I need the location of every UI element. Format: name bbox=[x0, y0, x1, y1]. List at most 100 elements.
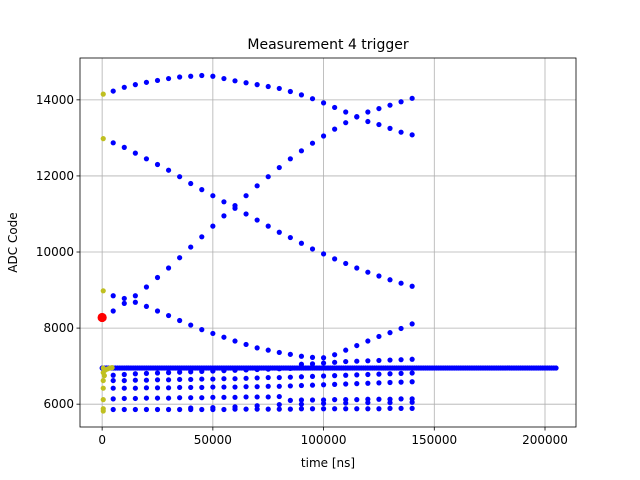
data-point bbox=[221, 213, 227, 219]
data-point bbox=[398, 370, 404, 376]
data-point bbox=[132, 371, 138, 377]
y-axis-label: ADC Code bbox=[6, 212, 20, 272]
data-point bbox=[221, 199, 227, 205]
data-point bbox=[154, 308, 161, 314]
data-point bbox=[232, 404, 238, 410]
data-point bbox=[320, 400, 327, 407]
data-point bbox=[398, 396, 404, 402]
data-point bbox=[177, 369, 183, 375]
data-point bbox=[332, 406, 338, 412]
data-point bbox=[365, 358, 371, 364]
data-point bbox=[298, 406, 305, 412]
data-point bbox=[165, 167, 172, 173]
x-tick-label: 200000 bbox=[522, 433, 568, 447]
data-point bbox=[298, 92, 305, 98]
data-point bbox=[332, 397, 338, 403]
data-point bbox=[210, 376, 216, 382]
data-point bbox=[276, 349, 282, 356]
data-point bbox=[409, 379, 415, 385]
data-point bbox=[177, 255, 183, 261]
data-point bbox=[320, 133, 327, 139]
data-point bbox=[210, 404, 216, 411]
data-point bbox=[276, 164, 282, 171]
data-point bbox=[243, 367, 249, 373]
data-point bbox=[320, 360, 327, 366]
x-tick-label: 50000 bbox=[194, 433, 232, 447]
data-point bbox=[165, 406, 172, 413]
data-point bbox=[265, 347, 271, 353]
data-point bbox=[376, 273, 382, 279]
data-point bbox=[387, 405, 393, 411]
data-point bbox=[143, 303, 150, 310]
data-point bbox=[143, 395, 150, 401]
data-point bbox=[132, 377, 138, 383]
data-point bbox=[287, 351, 293, 357]
data-point bbox=[287, 383, 293, 389]
marker-point bbox=[100, 136, 106, 142]
data-point bbox=[409, 95, 415, 101]
data-point bbox=[365, 406, 371, 412]
data-point bbox=[132, 395, 138, 402]
data-point bbox=[221, 384, 227, 390]
y-tick-label: 6000 bbox=[43, 397, 74, 411]
data-point bbox=[398, 99, 404, 105]
data-point bbox=[243, 80, 249, 86]
data-point bbox=[199, 72, 205, 79]
data-point bbox=[398, 129, 404, 135]
data-point bbox=[276, 366, 282, 372]
data-point bbox=[553, 365, 559, 371]
data-point bbox=[143, 284, 150, 290]
data-point bbox=[365, 371, 371, 378]
data-point bbox=[110, 385, 116, 391]
data-point bbox=[298, 374, 305, 380]
y-tick-label: 12000 bbox=[36, 169, 74, 183]
data-point bbox=[343, 358, 349, 365]
data-point bbox=[154, 395, 161, 401]
data-point bbox=[343, 406, 349, 412]
data-point bbox=[232, 367, 238, 373]
data-point bbox=[287, 406, 293, 412]
data-point bbox=[276, 229, 282, 235]
data-point bbox=[199, 368, 205, 375]
data-point bbox=[309, 354, 316, 360]
data-point bbox=[154, 77, 161, 84]
data-point bbox=[154, 370, 161, 376]
data-point bbox=[254, 375, 260, 381]
data-point bbox=[409, 132, 415, 138]
data-point bbox=[254, 345, 260, 351]
data-point bbox=[254, 217, 260, 223]
data-point bbox=[365, 109, 371, 115]
data-point bbox=[387, 277, 393, 283]
data-point bbox=[298, 401, 305, 407]
data-point bbox=[309, 406, 316, 412]
y-tick-label: 10000 bbox=[36, 245, 74, 259]
data-point bbox=[243, 406, 249, 412]
data-point bbox=[298, 397, 305, 403]
data-point bbox=[265, 174, 271, 180]
data-point bbox=[265, 366, 271, 372]
data-point bbox=[265, 374, 271, 381]
data-point bbox=[121, 84, 127, 90]
data-point bbox=[354, 358, 360, 364]
data-point bbox=[177, 395, 183, 401]
data-point bbox=[309, 361, 316, 367]
marker-point bbox=[100, 397, 106, 403]
data-point bbox=[365, 380, 371, 386]
trigger-point bbox=[97, 312, 107, 323]
data-point bbox=[188, 73, 194, 79]
data-point bbox=[343, 381, 349, 387]
data-point bbox=[287, 234, 293, 241]
data-point bbox=[287, 156, 293, 162]
data-point bbox=[121, 300, 127, 306]
data-point bbox=[121, 385, 127, 391]
data-point bbox=[287, 365, 293, 372]
data-point bbox=[343, 260, 349, 267]
data-point bbox=[409, 321, 415, 327]
data-point bbox=[276, 383, 282, 389]
data-point bbox=[210, 384, 216, 390]
data-point bbox=[332, 373, 338, 379]
data-point bbox=[143, 406, 150, 413]
data-point bbox=[343, 109, 349, 115]
data-point bbox=[398, 325, 404, 332]
